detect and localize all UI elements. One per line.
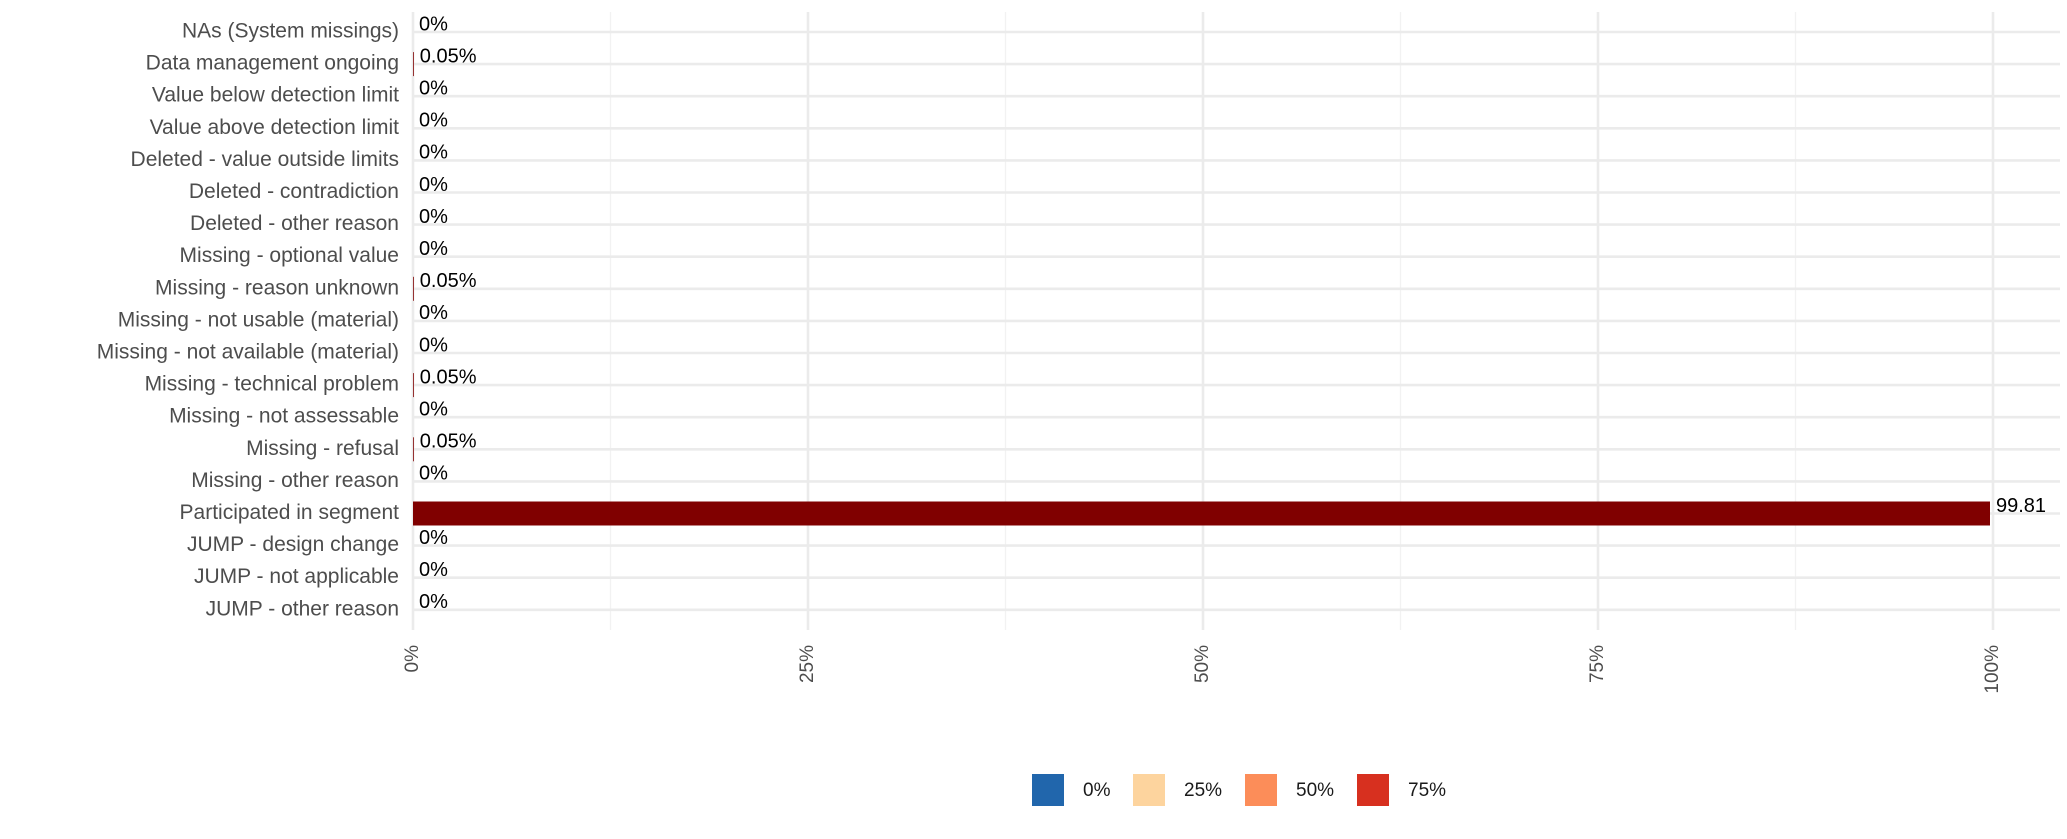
value-label: 0% [419,302,448,324]
y-axis-label: Missing - not assessable [169,405,399,428]
y-axis-label: Data management ongoing [146,52,399,75]
x-axis-tick-labels: 0% 25% 50% 75% 100% [402,645,2003,694]
value-label: 0% [419,13,448,35]
y-axis-label: Missing - optional value [180,244,399,267]
value-label: 0% [419,174,448,196]
x-tick-label: 50% [1192,645,1213,683]
x-tick-label: 75% [1587,645,1608,683]
y-axis-label: Missing - not usable (material) [118,308,399,331]
bar [413,373,414,398]
value-label: 0% [419,527,448,549]
legend: 0% 25% 50% 75% [1032,774,1446,806]
legend-label: 0% [1083,780,1111,801]
x-tick-label: 100% [1982,645,2003,694]
y-axis-label: Missing - not available (material) [97,341,399,364]
value-label: 99.81 [1996,495,2046,517]
bar [413,501,1990,526]
grid [411,12,2060,630]
y-axis-label: Missing - refusal [246,437,399,460]
value-label: 0% [419,559,448,581]
x-tick-label: 25% [797,645,818,683]
y-axis-label: JUMP - design change [187,533,399,556]
y-axis-label: Missing - other reason [191,469,399,492]
value-label: 0.05% [420,431,477,453]
value-label: 0% [419,77,448,99]
bar [413,437,414,462]
value-label: 0.05% [420,270,477,292]
y-axis-label: Value above detection limit [150,116,400,139]
y-axis-label: Deleted - value outside limits [131,148,399,171]
legend-label: 75% [1408,780,1446,801]
y-axis-label: Deleted - contradiction [189,180,399,203]
value-label: 0% [419,463,448,485]
y-axis-label: JUMP - other reason [206,597,399,620]
bars [413,52,1990,526]
y-axis-label: Missing - technical problem [145,373,399,396]
x-tick-label: 0% [402,645,423,673]
value-label: 0% [419,398,448,420]
legend-swatch [1245,774,1277,806]
legend-label: 25% [1184,780,1222,801]
y-axis-label: Missing - reason unknown [155,276,399,299]
bar [413,276,414,301]
y-axis-label: Value below detection limit [152,84,399,107]
legend-swatch [1357,774,1389,806]
value-labels: 0% 0.05% 0% 0% 0% 0% 0% 0% 0.05% 0% 0% 0.05% 0% 0.05%… [419,13,2046,613]
value-label: 0% [419,238,448,260]
legend-swatch [1133,774,1165,806]
value-label: 0% [419,591,448,613]
value-label: 0% [419,142,448,164]
value-label: 0% [419,206,448,228]
value-label: 0% [419,110,448,132]
y-axis-label: Participated in segment [180,501,400,524]
value-label: 0.05% [420,366,477,388]
y-axis-label: Deleted - other reason [190,212,399,235]
legend-label: 50% [1296,780,1334,801]
y-axis-label: NAs (System missings) [182,20,399,43]
bar [413,52,414,77]
legend-swatch [1032,774,1064,806]
y-axis-labels: NAs (System missings) Data management ong… [97,20,399,621]
value-label: 0% [419,334,448,356]
value-label: 0.05% [420,45,477,67]
y-axis-label: JUMP - not applicable [194,565,399,588]
